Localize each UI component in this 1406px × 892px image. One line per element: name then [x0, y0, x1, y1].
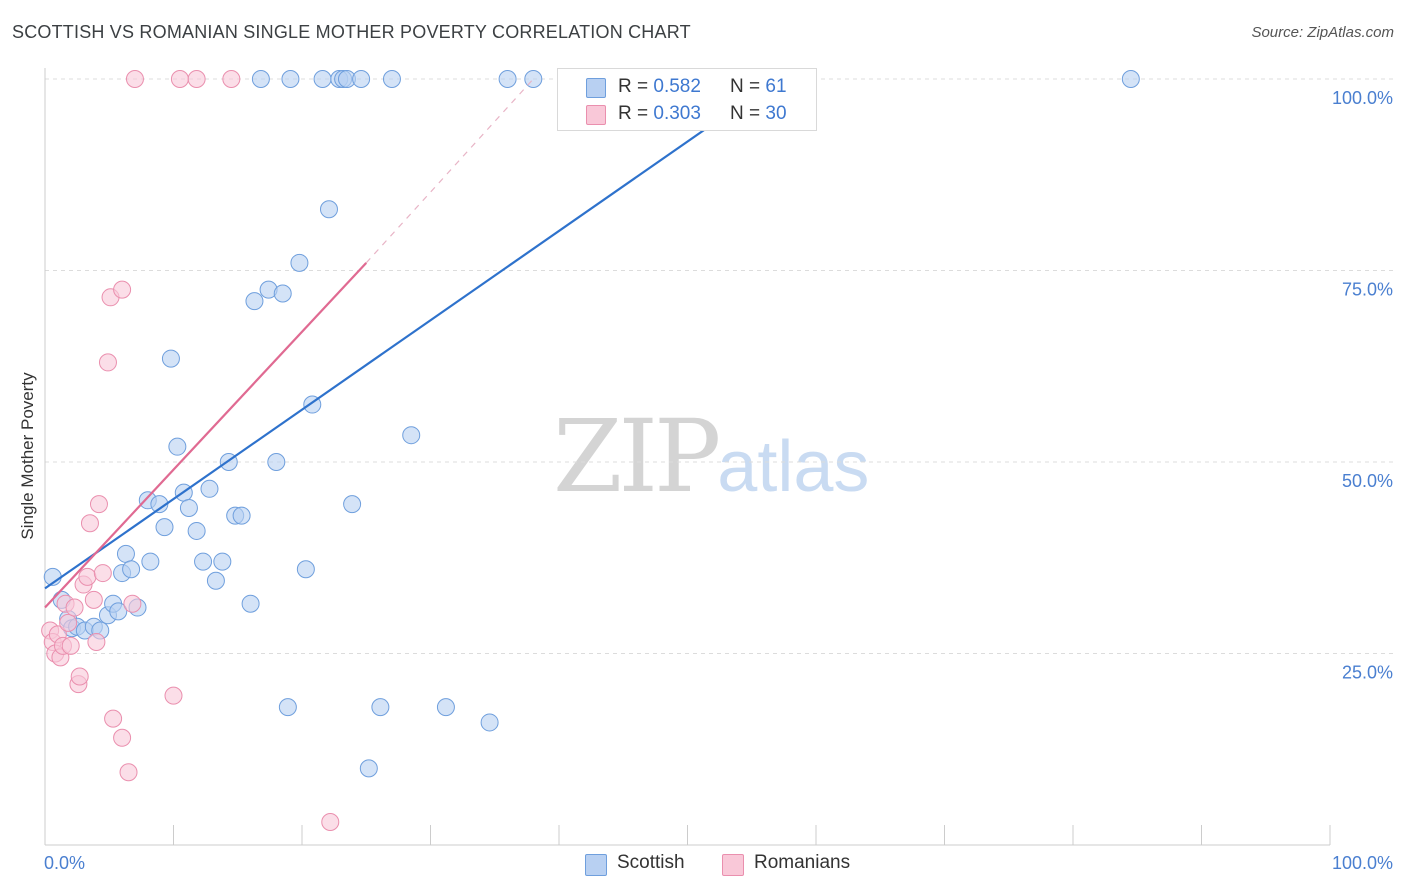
point-romanians	[84, 590, 103, 609]
x-tick-label: 0.0%	[44, 853, 85, 873]
chart-title: SCOTTISH VS ROMANIAN SINGLE MOTHER POVER…	[12, 22, 691, 42]
watermark: ZIPatlas	[553, 398, 869, 515]
point-romanians	[104, 709, 123, 728]
watermark-zip: ZIP	[553, 398, 721, 515]
legend-swatch-romanians	[586, 105, 606, 125]
trendline-extension-romanians	[365, 78, 534, 264]
point-scottish	[480, 713, 499, 732]
point-scottish	[241, 594, 260, 613]
legend-r-value-scottish: 0.582	[653, 76, 701, 97]
legend-n-value-scottish: 61	[765, 76, 787, 97]
bottom-legend-label-scottish: Scottish	[617, 852, 685, 873]
point-scottish	[382, 70, 401, 88]
point-scottish	[352, 70, 371, 88]
point-scottish	[251, 70, 270, 88]
point-romanians	[119, 763, 138, 782]
trendline-romanians	[44, 262, 368, 609]
point-romanians	[70, 667, 89, 686]
point-scottish	[281, 70, 300, 88]
point-scottish	[200, 479, 219, 498]
point-scottish	[179, 498, 198, 517]
trendline-scottish	[44, 78, 779, 590]
point-romanians	[125, 70, 144, 88]
legend-n-value-romanians: 30	[765, 103, 787, 124]
point-romanians	[87, 633, 106, 652]
point-romanians	[65, 598, 84, 617]
point-romanians	[93, 564, 112, 583]
legend-swatch-scottish	[586, 78, 606, 98]
point-romanians	[170, 70, 189, 88]
point-scottish	[402, 426, 421, 445]
point-scottish	[343, 495, 362, 514]
point-scottish	[194, 552, 213, 571]
legend: R = 0.582 N = 61 R = 0.303 N = 30	[557, 68, 817, 131]
legend-n-label: N =	[730, 76, 761, 97]
y-tick-label: 25.0%	[1342, 663, 1393, 683]
point-romanians	[89, 495, 108, 514]
point-romanians	[164, 686, 183, 705]
point-romanians	[123, 594, 142, 613]
point-scottish	[371, 698, 390, 717]
point-scottish	[273, 284, 292, 303]
legend-r-label: R =	[618, 103, 649, 124]
source-credit: Source: ZipAtlas.com	[1251, 24, 1394, 41]
point-scottish	[232, 506, 251, 525]
point-scottish	[436, 698, 455, 717]
point-scottish	[206, 571, 225, 590]
point-scottish	[187, 521, 206, 540]
point-scottish	[498, 70, 517, 88]
point-scottish	[313, 70, 332, 88]
y-tick-label: 50.0%	[1342, 471, 1393, 491]
point-scottish	[1121, 70, 1140, 88]
point-romanians	[187, 70, 206, 88]
point-romanians	[59, 613, 78, 632]
point-scottish	[161, 349, 180, 368]
legend-r-value-romanians: 0.303	[653, 103, 701, 124]
point-scottish	[359, 759, 378, 778]
point-romanians	[113, 728, 132, 747]
point-scottish	[267, 453, 286, 471]
legend-r-label: R =	[618, 76, 649, 97]
bottom-legend-swatch-romanians	[722, 854, 744, 876]
watermark-atlas: atlas	[717, 427, 870, 507]
point-scottish	[168, 437, 187, 456]
point-romanians	[78, 567, 97, 586]
point-scottish	[155, 518, 174, 537]
point-scottish	[319, 200, 338, 219]
y-tick-label: 100.0%	[1332, 88, 1393, 108]
point-romanians	[222, 70, 241, 88]
point-scottish	[213, 552, 232, 571]
point-scottish	[122, 560, 141, 579]
y-tick-label: 75.0%	[1342, 280, 1393, 300]
bottom-legend-label-romanians: Romanians	[754, 852, 851, 873]
point-scottish	[116, 544, 135, 563]
legend-n-label: N =	[730, 103, 761, 124]
x-tick-label: 100.0%	[1332, 853, 1393, 873]
point-romanians	[80, 514, 99, 533]
point-scottish	[290, 253, 309, 272]
point-romanians	[321, 813, 340, 832]
point-scottish	[245, 292, 264, 311]
point-scottish	[109, 602, 128, 621]
point-romanians	[98, 353, 117, 372]
bottom-legend-swatch-scottish	[585, 854, 607, 876]
point-romanians	[113, 280, 132, 299]
point-scottish	[296, 560, 315, 579]
point-romanians	[61, 636, 80, 655]
point-scottish	[278, 698, 297, 717]
point-scottish	[141, 552, 160, 571]
